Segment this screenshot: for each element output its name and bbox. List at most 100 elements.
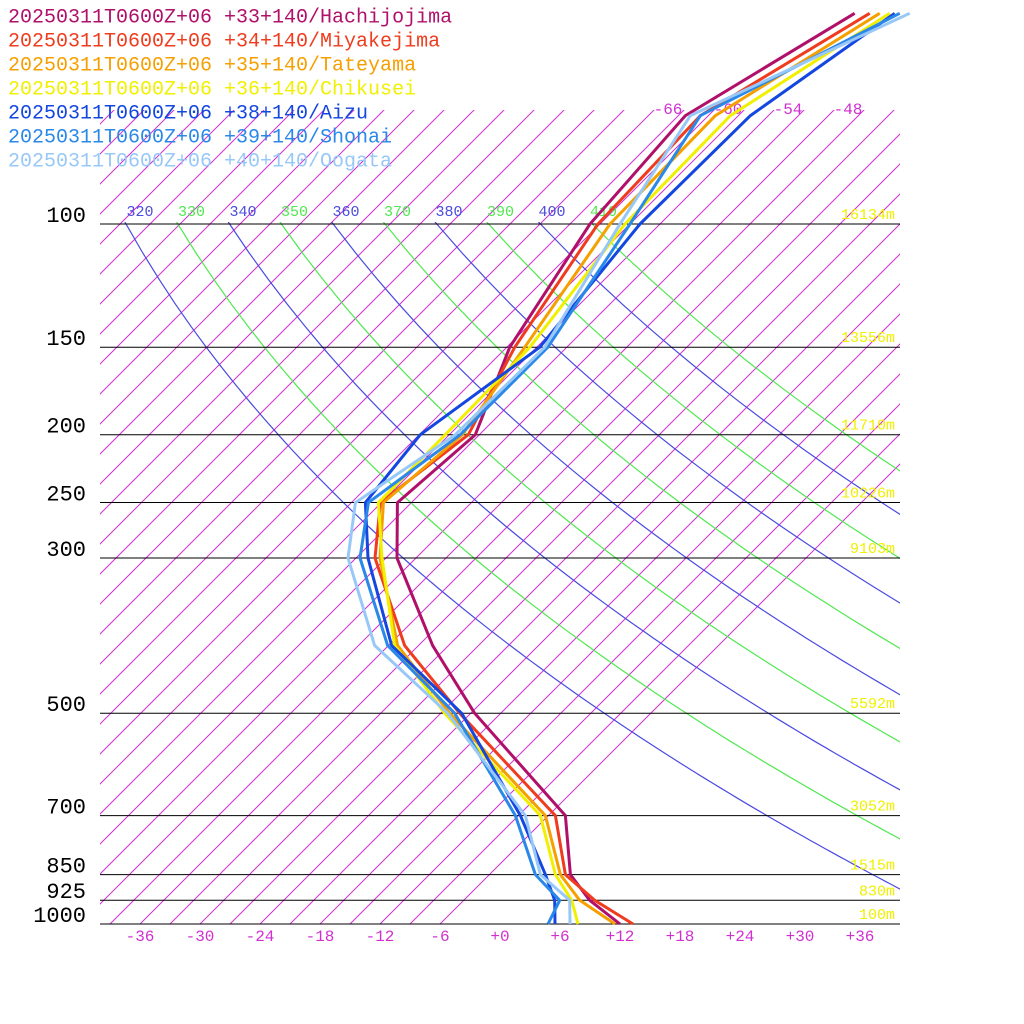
x-tick-label: +18 bbox=[666, 928, 695, 946]
grid-line bbox=[379, 403, 900, 924]
y-tick-label: 300 bbox=[46, 538, 86, 563]
x-tick-label: -6 bbox=[430, 928, 449, 946]
level-height: 10226m bbox=[841, 486, 895, 503]
isotherm bbox=[100, 110, 895, 905]
isotherm bbox=[100, 110, 595, 605]
y-tick-label: 100 bbox=[46, 204, 86, 229]
y-tick-label: 850 bbox=[46, 854, 86, 879]
legend-entry: 20250311T0600Z+06 +40+140/Oogata bbox=[8, 150, 392, 173]
legend-entry: 20250311T0600Z+06 +34+140/Miyakejima bbox=[8, 30, 440, 53]
temperature-profile bbox=[378, 12, 881, 926]
y-tick-label: 150 bbox=[46, 327, 86, 352]
isotherm bbox=[100, 110, 445, 455]
x-tick-label: +0 bbox=[490, 928, 509, 946]
legend-entry: 20250311T0600Z+06 +33+140/Hachijojima bbox=[8, 6, 452, 29]
isotherm bbox=[100, 110, 415, 425]
isotherm bbox=[229, 253, 900, 924]
theta-label: 330 bbox=[178, 204, 205, 221]
isotherm bbox=[100, 110, 655, 665]
dry-adiabat bbox=[537, 222, 900, 516]
isotherm-label: -48 bbox=[834, 101, 863, 119]
x-tick-label: -30 bbox=[186, 928, 215, 946]
x-tick-label: +36 bbox=[846, 928, 875, 946]
theta-label: 360 bbox=[332, 204, 359, 221]
isotherm bbox=[100, 110, 565, 575]
dry-adiabat bbox=[382, 222, 900, 650]
grid-line bbox=[139, 163, 900, 924]
isotherm bbox=[100, 110, 535, 545]
isotherm bbox=[100, 110, 865, 875]
isotherm bbox=[100, 110, 325, 335]
isotherm bbox=[100, 110, 805, 815]
y-tick-label: 1000 bbox=[33, 904, 86, 929]
legend-entry: 20250311T0600Z+06 +35+140/Tateyama bbox=[8, 54, 416, 77]
level-height: 1515m bbox=[850, 858, 895, 875]
dry-adiabat bbox=[434, 222, 900, 604]
y-tick-label: 500 bbox=[46, 693, 86, 718]
theta-label: 380 bbox=[435, 204, 462, 221]
isotherm bbox=[100, 110, 475, 485]
dry-adiabat bbox=[227, 222, 900, 791]
theta-label: 370 bbox=[384, 204, 411, 221]
grid-line bbox=[199, 223, 900, 924]
isotherm bbox=[100, 110, 385, 395]
isotherm bbox=[100, 110, 625, 635]
legend-entry: 20250311T0600Z+06 +39+140/Shonai bbox=[8, 126, 392, 149]
level-height: 830m bbox=[859, 883, 895, 900]
y-tick-label: 250 bbox=[46, 482, 86, 507]
temperature-profile bbox=[358, 11, 901, 925]
plot: -36 -30 -24 -18 -12 -6 +0 +6 +12 +18 +24 +30 +36 -66 -… bbox=[8, 6, 911, 946]
temperature-profile bbox=[373, 12, 871, 926]
grid-line bbox=[319, 343, 900, 924]
x-tick-label: +30 bbox=[786, 928, 815, 946]
isotherm bbox=[109, 133, 900, 924]
dry-adiabat bbox=[124, 222, 900, 890]
theta-label: 350 bbox=[281, 204, 308, 221]
level-height: 16134m bbox=[841, 207, 895, 224]
x-tick-label: +24 bbox=[726, 928, 755, 946]
isotherm bbox=[289, 313, 900, 924]
temperature-profile bbox=[395, 12, 856, 926]
temperature-profile bbox=[376, 12, 891, 925]
dry-adiabat bbox=[331, 222, 900, 696]
temperature-profile bbox=[346, 11, 911, 925]
y-tick-label: 700 bbox=[46, 795, 86, 820]
theta-label: 390 bbox=[487, 204, 514, 221]
isotherm bbox=[100, 110, 715, 725]
x-tick-label: -24 bbox=[246, 928, 275, 946]
isotherm-label: -66 bbox=[654, 101, 683, 119]
temperature-profile bbox=[363, 12, 896, 925]
dry-adiabats bbox=[124, 222, 900, 890]
x-tick-label: -18 bbox=[306, 928, 335, 946]
isotherm-label: -54 bbox=[774, 101, 803, 119]
theta-label: 340 bbox=[229, 204, 256, 221]
dry-adiabat bbox=[279, 222, 900, 743]
dry-adiabat bbox=[486, 222, 900, 560]
theta-label: 400 bbox=[538, 204, 565, 221]
isotherm bbox=[100, 110, 355, 365]
legend-entry: 20250311T0600Z+06 +38+140/Aizu bbox=[8, 102, 368, 125]
isotherm bbox=[169, 193, 900, 924]
grid-line bbox=[439, 463, 900, 924]
level-height: 9103m bbox=[850, 541, 895, 558]
isotherm bbox=[100, 110, 685, 695]
y-tick-label: 200 bbox=[46, 415, 86, 440]
level-height: 3052m bbox=[850, 799, 895, 816]
dry-adiabat bbox=[175, 222, 900, 840]
level-height: 13556m bbox=[841, 330, 895, 347]
x-tick-label: +12 bbox=[606, 928, 635, 946]
isotherm bbox=[349, 373, 900, 924]
legend-entry: 20250311T0600Z+06 +36+140/Chikusei bbox=[8, 78, 416, 101]
x-tick-label: +6 bbox=[550, 928, 569, 946]
isotherm bbox=[409, 433, 900, 924]
theta-label: 320 bbox=[126, 204, 153, 221]
y-tick-label: 925 bbox=[46, 880, 86, 905]
x-tick-label: -36 bbox=[126, 928, 155, 946]
level-height: 11710m bbox=[841, 418, 895, 435]
isotherm bbox=[100, 110, 835, 845]
isotherm bbox=[100, 110, 505, 515]
level-height: 100m bbox=[859, 907, 895, 924]
level-height: 5592m bbox=[850, 696, 895, 713]
x-tick-label: -12 bbox=[366, 928, 395, 946]
